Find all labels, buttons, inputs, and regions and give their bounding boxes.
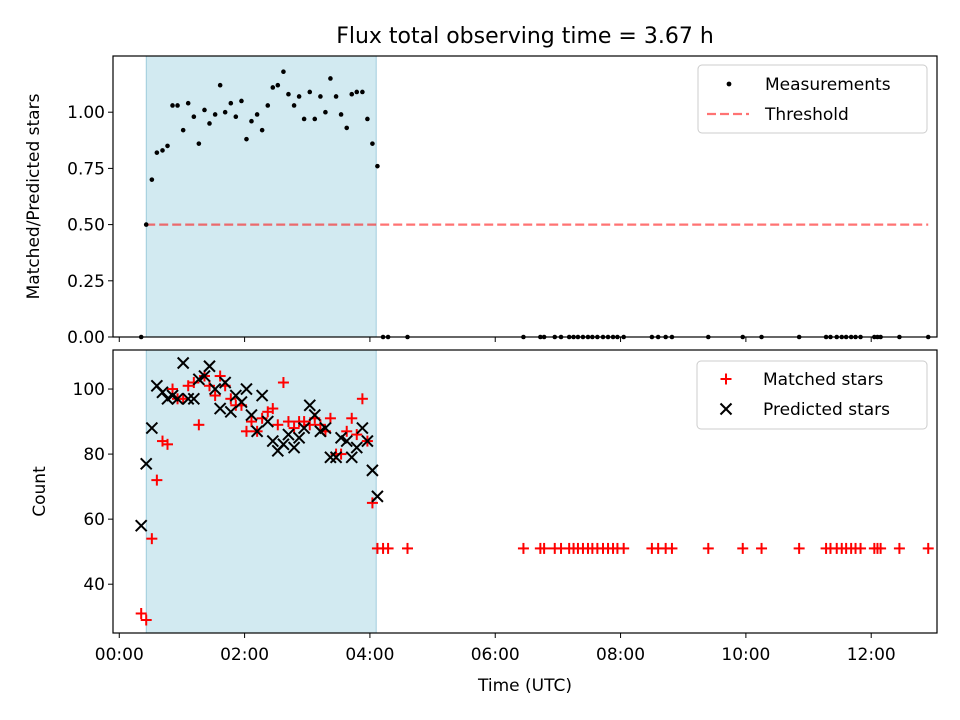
measurement-point [265, 103, 270, 108]
measurement-point [354, 90, 359, 95]
x-tick-label: 04:00 [345, 645, 394, 665]
observing-interval-shade [146, 350, 376, 633]
bottom-panel: 40 60 80 100 00:00 02:00 04:00 06:00 08:00 10:00 1… [30, 350, 937, 696]
measurement-point [365, 117, 370, 122]
measurement-point [260, 128, 265, 133]
measurement-point [292, 103, 297, 108]
chart-title: Flux total observing time = 3.67 h [336, 24, 714, 49]
y-tick-label: 60 [83, 510, 105, 530]
measurement-point [244, 137, 249, 142]
measurement-point [165, 144, 170, 149]
y-tick-label: 40 [83, 575, 105, 595]
measurement-point [197, 141, 202, 146]
matched-star-point [666, 543, 677, 554]
y-tick-label: 0.50 [67, 216, 105, 236]
matched-star-point [756, 543, 767, 554]
x-tick-label: 02:00 [220, 645, 269, 665]
matched-star-point [894, 543, 905, 554]
measurement-point [344, 126, 349, 131]
legend-measurement-marker [727, 82, 732, 87]
y-tick-label: 0.25 [67, 272, 105, 292]
y-tick-label: 0.75 [67, 159, 105, 179]
measurement-point [360, 90, 365, 95]
matched-star-point [136, 608, 147, 619]
measurement-point [302, 117, 307, 122]
measurement-point [297, 94, 302, 99]
matched-star-point [923, 543, 934, 554]
measurement-point [218, 83, 223, 88]
measurement-point [249, 119, 254, 124]
matched-star-point [402, 543, 413, 554]
measurement-point [286, 92, 291, 97]
measurement-point [186, 101, 191, 106]
measurement-point [192, 114, 197, 119]
observing-interval-shade [146, 56, 376, 337]
matched-star-point [618, 543, 629, 554]
x-tick-label: 00:00 [95, 645, 144, 665]
y-tick-label: 100 [73, 380, 105, 400]
legend-predicted-label: Predicted stars [763, 400, 890, 420]
measurement-point [160, 148, 165, 153]
x-tick-label: 08:00 [596, 645, 645, 665]
measurement-point [229, 101, 234, 106]
matched-star-point [703, 543, 714, 554]
x-tick-label: 06:00 [471, 645, 520, 665]
measurement-point [207, 121, 212, 126]
matched-star-point [737, 543, 748, 554]
measurement-point [323, 110, 328, 115]
y-tick-label: 80 [83, 445, 105, 465]
measurement-point [202, 108, 207, 113]
measurement-point [223, 110, 228, 115]
measurement-point [150, 177, 155, 182]
measurement-point [349, 92, 354, 97]
legend-measurements-label: Measurements [765, 75, 891, 95]
matched-star-point [383, 543, 394, 554]
measurement-point [281, 69, 286, 74]
legend-threshold-label: Threshold [764, 105, 849, 125]
matched-star-point [794, 543, 805, 554]
matched-star-point [855, 543, 866, 554]
measurement-point [312, 117, 317, 122]
measurement-point [375, 164, 380, 169]
y-tick-label: 1.00 [67, 103, 105, 123]
x-tick-label: 12:00 [847, 645, 896, 665]
x-axis-label: Time (UTC) [477, 676, 572, 696]
measurement-point [276, 83, 281, 88]
measurement-point [334, 94, 339, 99]
measurement-point [307, 90, 312, 95]
matched-star-point [518, 543, 529, 554]
figure: Flux total observing time = 3.67 h 0.000… [0, 0, 960, 720]
measurement-point [318, 94, 323, 99]
measurement-point [175, 103, 180, 108]
bottom-legend: Matched stars Predicted stars [697, 361, 927, 429]
y-tick-label: 0.00 [67, 328, 105, 348]
top-panel: 0.00 0.25 0.50 0.75 1.00 Matched/Predicted s… [24, 56, 937, 348]
x-tick-label: 10:00 [721, 645, 770, 665]
predicted-star-point [136, 520, 147, 531]
measurement-point [234, 114, 239, 119]
measurement-point [270, 85, 275, 90]
measurement-point [255, 112, 260, 117]
measurement-point [339, 112, 344, 117]
top-y-axis-label: Matched/Predicted stars [24, 93, 44, 299]
measurement-point [144, 222, 149, 227]
top-legend: Measurements Threshold [698, 65, 927, 133]
measurement-point [155, 150, 160, 155]
measurement-point [370, 141, 375, 146]
measurement-point [213, 112, 218, 117]
measurement-point [328, 76, 333, 81]
legend-matched-label: Matched stars [763, 370, 883, 390]
measurement-point [181, 128, 186, 133]
measurement-point [239, 99, 244, 104]
bottom-y-axis-label: Count [30, 466, 50, 517]
measurement-point [170, 103, 175, 108]
